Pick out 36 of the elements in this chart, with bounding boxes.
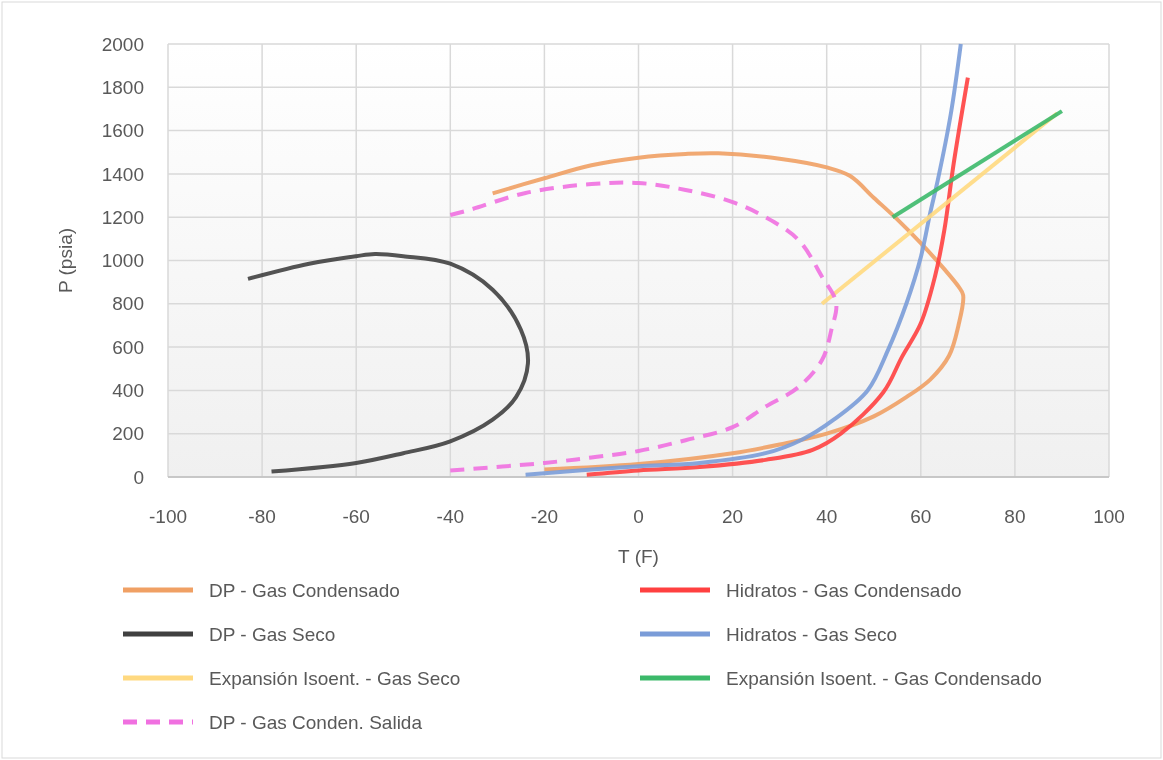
y-tick-label: 1400 [101, 163, 144, 185]
line-series [245, 252, 531, 474]
x-tick-label: -100 [148, 506, 188, 527]
y-tick-label: 1000 [101, 250, 144, 272]
x-tick-label: 0 [633, 506, 644, 527]
y-tick-label: 1200 [101, 206, 144, 228]
y-tick-label: 2000 [101, 33, 144, 55]
x-tick-label: 100 [1093, 506, 1125, 527]
line-series [523, 42, 963, 477]
legend-label: Hidratos - Gas Condensado [726, 579, 962, 601]
line-series [448, 180, 839, 473]
y-tick-label: 1600 [101, 120, 144, 142]
legend-label: DP - Gas Condensado [209, 579, 400, 601]
x-tick-label: 40 [816, 506, 838, 527]
x-tick-label: -80 [248, 506, 276, 527]
y-tick-label: 400 [112, 380, 144, 402]
x-axis-title: T (F) [618, 546, 659, 567]
y-tick-label: 200 [112, 423, 144, 445]
y-tick-label: 1800 [101, 76, 144, 98]
x-tick-label: -60 [342, 506, 370, 527]
line-series [584, 75, 970, 477]
line-series [490, 151, 966, 472]
x-tick-label: -40 [436, 506, 465, 527]
x-tick-label: 60 [910, 506, 932, 527]
y-tick-label: 600 [112, 336, 144, 358]
y-tick-label: 800 [112, 293, 144, 315]
y-axis-title: P (psia) [55, 227, 76, 294]
legend-label: Expansión Isoent. - Gas Condensado [726, 667, 1042, 689]
legend-label: DP - Gas Seco [209, 623, 336, 645]
x-tick-label: -20 [530, 506, 559, 527]
legend-label: DP - Gas Conden. Salida [209, 711, 423, 733]
y-tick-label: 0 [133, 466, 144, 488]
legend-label: Expansión Isoent. - Gas Seco [209, 667, 461, 689]
x-tick-label: 80 [1004, 506, 1026, 527]
x-tick-label: 20 [722, 506, 744, 527]
legend-label: Hidratos - Gas Seco [726, 623, 898, 645]
